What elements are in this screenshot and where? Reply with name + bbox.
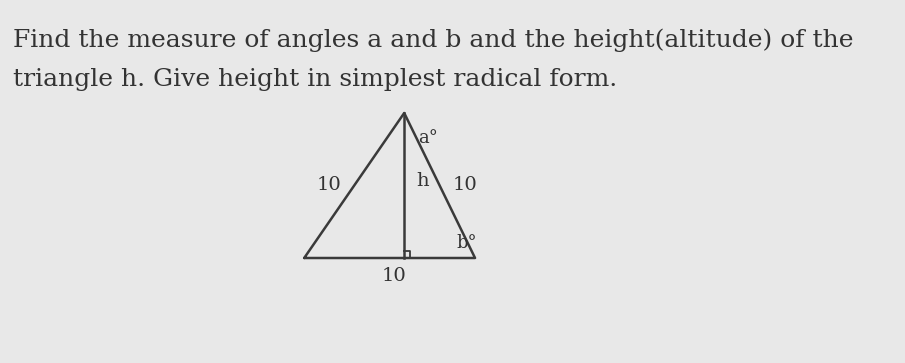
Text: b°: b° bbox=[457, 234, 477, 252]
Text: a°: a° bbox=[418, 129, 438, 147]
Text: 10: 10 bbox=[317, 176, 341, 195]
Text: 10: 10 bbox=[452, 176, 477, 195]
Text: Find the measure of angles a and b and the height(altitude) of the: Find the measure of angles a and b and t… bbox=[13, 28, 853, 52]
Text: triangle h. Give height in simplest radical form.: triangle h. Give height in simplest radi… bbox=[13, 68, 616, 91]
Text: h: h bbox=[416, 171, 429, 189]
Text: 10: 10 bbox=[381, 267, 406, 285]
